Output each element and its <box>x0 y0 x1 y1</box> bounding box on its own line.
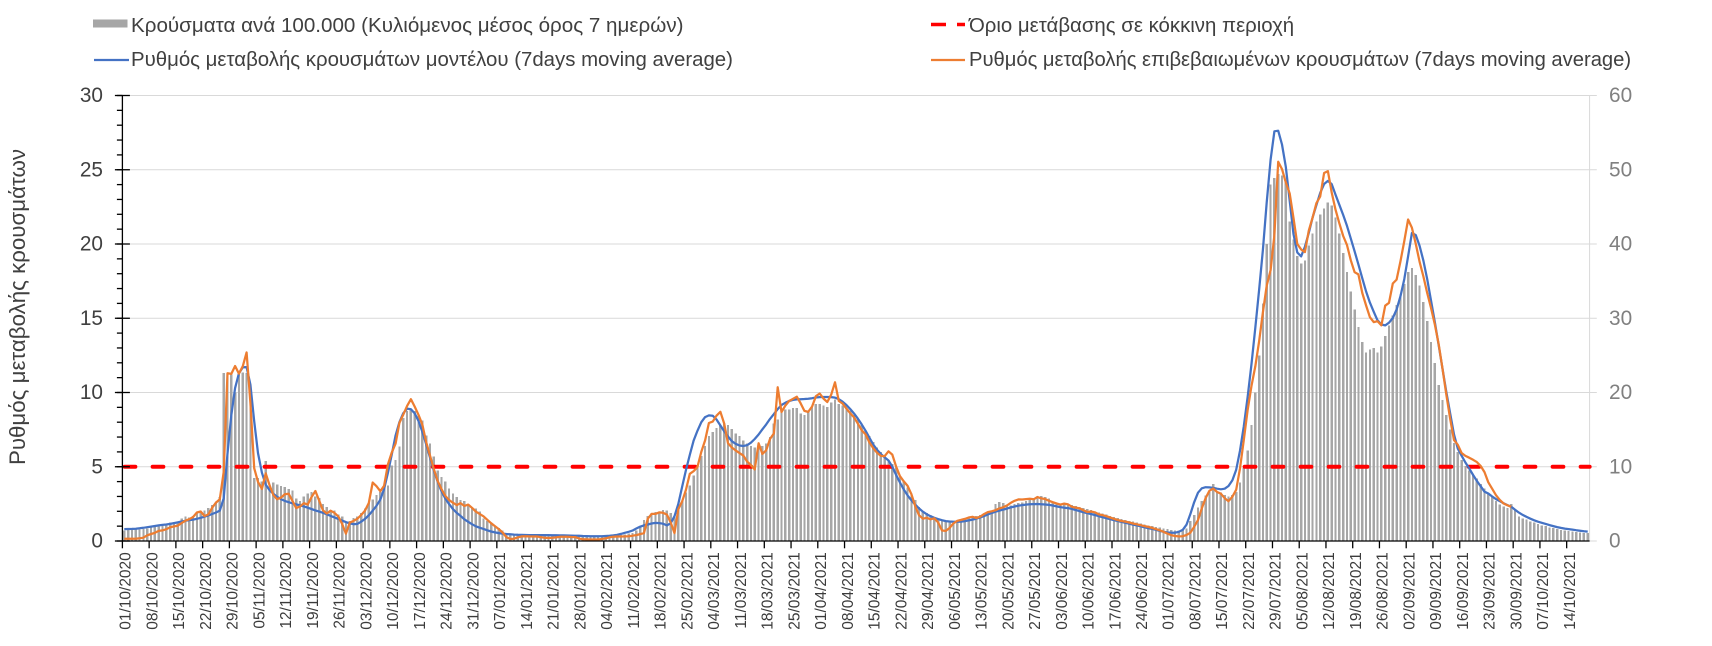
svg-text:07/10/2021: 07/10/2021 <box>1535 552 1552 630</box>
svg-text:18/03/2021: 18/03/2021 <box>760 552 777 630</box>
svg-text:5: 5 <box>91 455 103 478</box>
svg-text:27/05/2021: 27/05/2021 <box>1027 552 1044 630</box>
svg-text:18/02/2021: 18/02/2021 <box>653 552 670 630</box>
svg-text:50: 50 <box>1609 158 1632 181</box>
svg-text:0: 0 <box>1609 530 1621 553</box>
svg-text:0: 0 <box>91 530 103 553</box>
svg-text:08/04/2021: 08/04/2021 <box>840 552 857 630</box>
svg-text:21/01/2021: 21/01/2021 <box>546 552 563 630</box>
svg-text:25/03/2021: 25/03/2021 <box>786 552 803 630</box>
svg-text:05/11/2020: 05/11/2020 <box>251 552 268 629</box>
svg-text:03/12/2020: 03/12/2020 <box>358 552 375 630</box>
svg-text:10: 10 <box>80 381 103 404</box>
svg-text:Ρυθμός μεταβολής κρουσμάτων μο: Ρυθμός μεταβολής κρουσμάτων μοντέλου (7d… <box>131 49 733 71</box>
svg-text:22/07/2021: 22/07/2021 <box>1241 552 1258 630</box>
svg-text:17/06/2021: 17/06/2021 <box>1107 552 1124 630</box>
svg-text:16/09/2021: 16/09/2021 <box>1455 552 1472 630</box>
svg-text:24/06/2021: 24/06/2021 <box>1134 552 1151 630</box>
svg-text:10: 10 <box>1609 455 1632 478</box>
svg-text:26/08/2021: 26/08/2021 <box>1375 552 1392 630</box>
svg-text:20: 20 <box>1609 381 1632 404</box>
svg-text:08/07/2021: 08/07/2021 <box>1188 552 1205 630</box>
svg-text:06/05/2021: 06/05/2021 <box>947 552 964 630</box>
svg-text:29/07/2021: 29/07/2021 <box>1268 552 1285 630</box>
svg-text:22/10/2020: 22/10/2020 <box>198 552 215 630</box>
svg-text:20: 20 <box>80 233 103 256</box>
svg-text:04/03/2021: 04/03/2021 <box>706 552 723 630</box>
svg-text:11/03/2021: 11/03/2021 <box>733 552 750 628</box>
svg-text:29/04/2021: 29/04/2021 <box>920 552 937 630</box>
svg-text:29/10/2020: 29/10/2020 <box>225 552 242 630</box>
svg-text:08/10/2020: 08/10/2020 <box>144 552 161 630</box>
svg-text:Όριο μετάβασης σε κόκκινη περι: Όριο μετάβασης σε κόκκινη περιοχή <box>968 15 1294 37</box>
svg-text:19/11/2020: 19/11/2020 <box>305 552 322 629</box>
svg-text:24/12/2020: 24/12/2020 <box>439 552 456 630</box>
svg-text:Κρούσματα ανά 100.000 (Κυλιόμε: Κρούσματα ανά 100.000 (Κυλιόμενος μέσος … <box>131 14 683 37</box>
svg-text:12/11/2020: 12/11/2020 <box>278 552 295 629</box>
svg-text:01/07/2021: 01/07/2021 <box>1161 552 1178 630</box>
svg-text:30: 30 <box>80 84 103 107</box>
svg-text:60: 60 <box>1609 84 1632 107</box>
svg-text:14/01/2021: 14/01/2021 <box>519 552 536 630</box>
svg-text:13/05/2021: 13/05/2021 <box>974 552 991 630</box>
svg-text:05/08/2021: 05/08/2021 <box>1295 552 1312 630</box>
svg-text:15/10/2020: 15/10/2020 <box>171 552 188 630</box>
svg-text:11/02/2021: 11/02/2021 <box>626 552 643 628</box>
svg-text:Ρυθμός μεταβολής επιβεβαιωμένω: Ρυθμός μεταβολής επιβεβαιωμένων κρουσμάτ… <box>969 49 1631 71</box>
svg-text:26/11/2020: 26/11/2020 <box>332 552 349 629</box>
svg-text:Ρυθμός μεταβολής κρουσμάτων: Ρυθμός μεταβολής κρουσμάτων <box>5 149 30 465</box>
svg-text:01/04/2021: 01/04/2021 <box>813 552 830 630</box>
svg-text:01/10/2020: 01/10/2020 <box>118 552 135 630</box>
svg-text:19/08/2021: 19/08/2021 <box>1348 552 1365 630</box>
svg-text:31/12/2020: 31/12/2020 <box>465 552 482 630</box>
svg-text:25: 25 <box>80 158 103 181</box>
svg-text:15: 15 <box>80 307 103 330</box>
svg-text:15/07/2021: 15/07/2021 <box>1214 552 1231 630</box>
svg-text:28/01/2021: 28/01/2021 <box>572 552 589 630</box>
svg-text:40: 40 <box>1609 233 1632 256</box>
svg-text:10/12/2020: 10/12/2020 <box>385 552 402 630</box>
svg-text:15/04/2021: 15/04/2021 <box>867 552 884 630</box>
svg-text:10/06/2021: 10/06/2021 <box>1081 552 1098 630</box>
svg-text:02/09/2021: 02/09/2021 <box>1402 552 1419 630</box>
svg-text:07/01/2021: 07/01/2021 <box>492 552 509 630</box>
svg-text:17/12/2020: 17/12/2020 <box>412 552 429 630</box>
svg-text:30: 30 <box>1609 307 1632 330</box>
svg-text:09/09/2021: 09/09/2021 <box>1428 552 1445 630</box>
svg-text:25/02/2021: 25/02/2021 <box>679 552 696 630</box>
svg-text:22/04/2021: 22/04/2021 <box>893 552 910 630</box>
svg-text:12/08/2021: 12/08/2021 <box>1321 552 1338 630</box>
svg-text:23/09/2021: 23/09/2021 <box>1482 552 1499 630</box>
svg-text:14/10/2021: 14/10/2021 <box>1562 552 1579 630</box>
svg-text:30/09/2021: 30/09/2021 <box>1508 552 1525 630</box>
svg-text:03/06/2021: 03/06/2021 <box>1054 552 1071 630</box>
svg-text:04/02/2021: 04/02/2021 <box>599 552 616 630</box>
svg-text:20/05/2021: 20/05/2021 <box>1000 552 1017 630</box>
